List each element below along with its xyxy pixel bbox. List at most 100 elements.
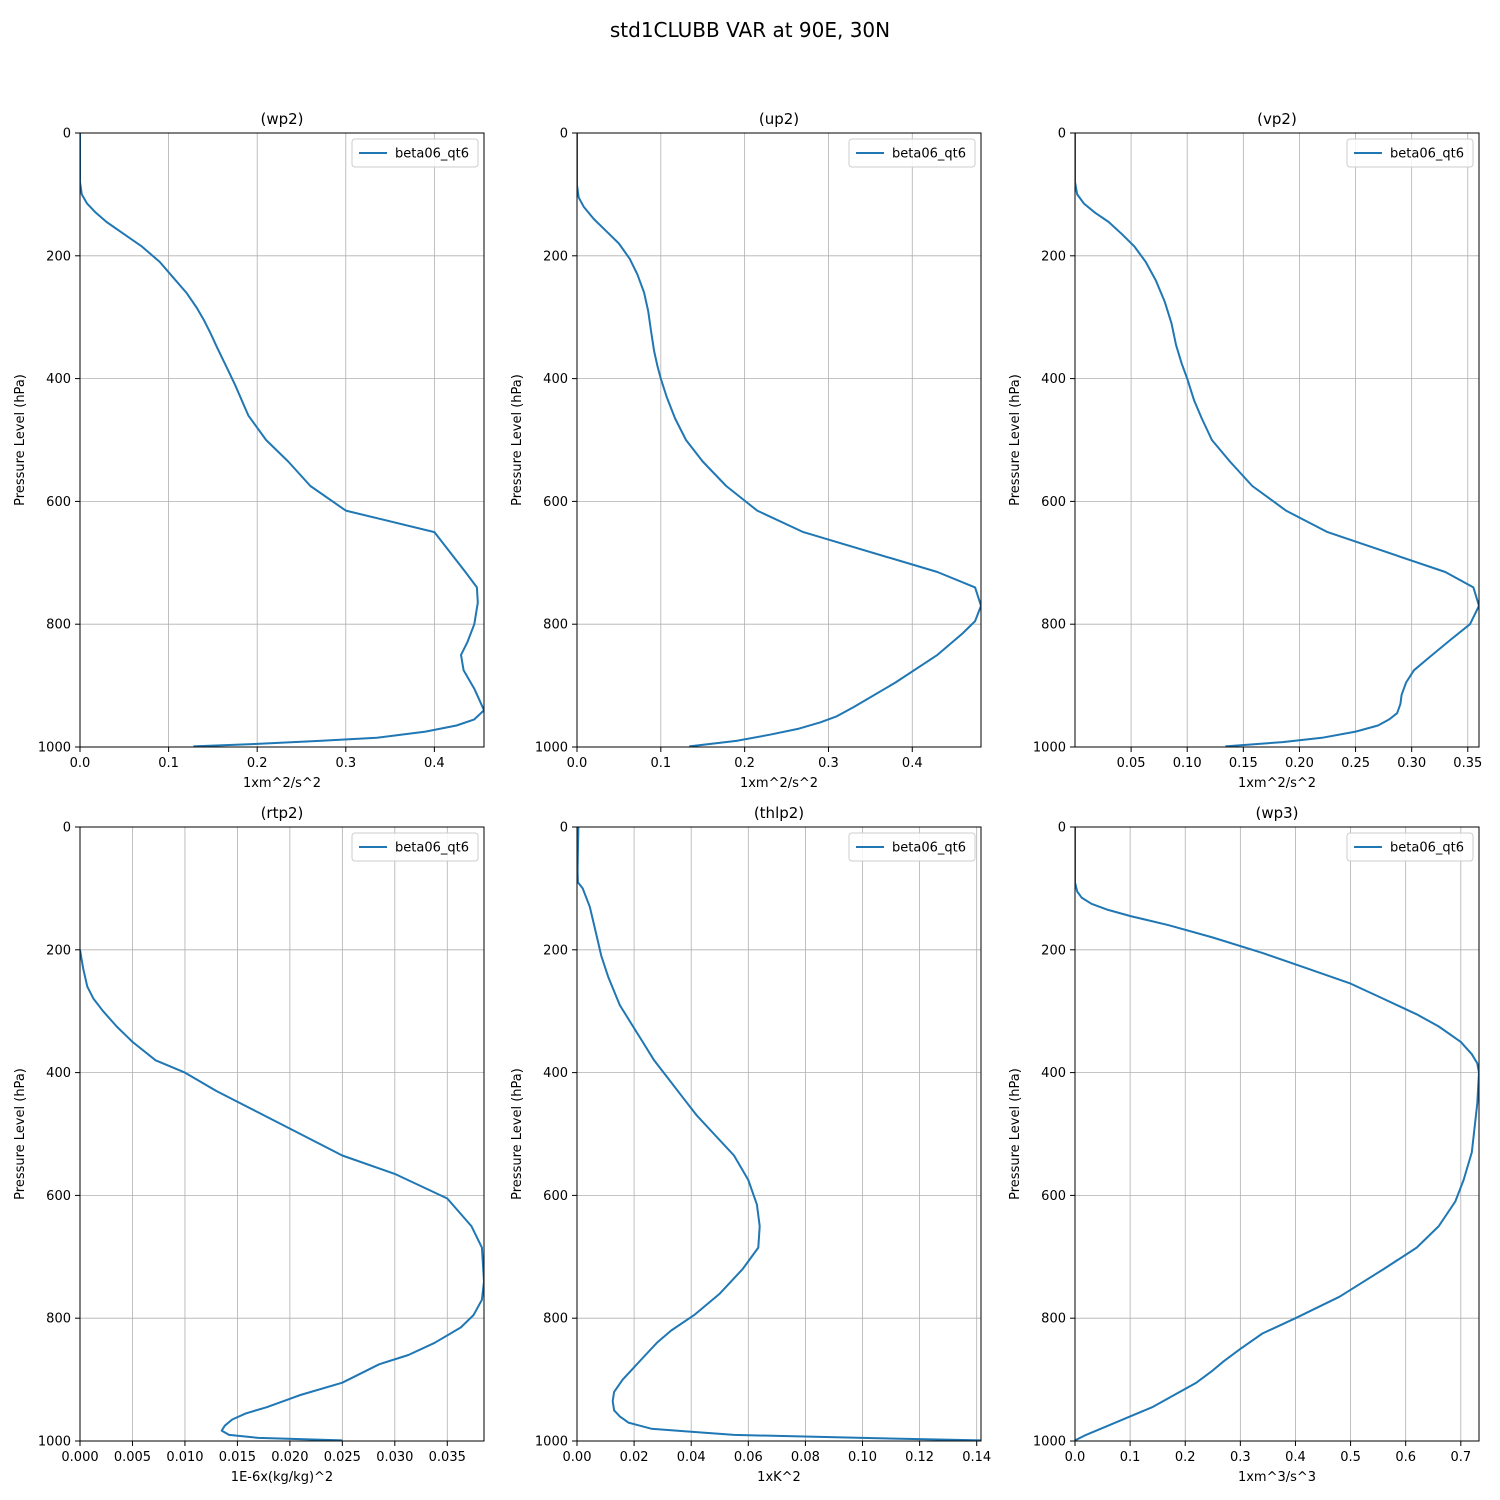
chart-4-title: (rtp2): [261, 804, 304, 822]
chart-2-xtick-label-1: 0.1: [650, 756, 671, 771]
chart-4-ytick-label-4: 800: [46, 1312, 71, 1327]
chart-3-frame: [1074, 132, 1480, 748]
chart-3-ytick-label-5: 1000: [1033, 741, 1066, 756]
chart-5-series-line-0: [577, 827, 981, 1441]
chart-5-panel: 0.00 0.02 0.04 0.06 0.08 0.10 0.12 0.14 0 200 400 6…: [510, 804, 991, 1485]
chart-3-ytick-label-1: 200: [1041, 249, 1066, 264]
chart-5-xtick-label-5: 0.10: [848, 1450, 877, 1465]
chart-6-ytick-label-2: 400: [1041, 1066, 1066, 1081]
chart-3-legend-label: beta06_qt6: [1390, 147, 1464, 162]
chart-6-xtick-label-3: 0.3: [1230, 1450, 1251, 1465]
chart-3-ytick-label-4: 800: [1041, 618, 1066, 633]
chart-1-xtick-label-1: 0.1: [158, 756, 179, 771]
chart-6-panel: 0.0 0.1 0.2 0.3 0.4 0.5 0.6 0.7 0 200 400 600 800 100…: [1008, 804, 1480, 1485]
chart-2-ytick-label-2: 400: [543, 372, 568, 387]
chart-1-series-line-0: [80, 133, 484, 747]
chart-4-xtick-label-2: 0.010: [166, 1450, 203, 1465]
chart-4-frame: [79, 826, 485, 1442]
chart-4-ytick-label-2: 400: [46, 1066, 71, 1081]
chart-6-legend-label: beta06_qt6: [1390, 841, 1464, 856]
chart-4-xtick-label-0: 0.000: [61, 1450, 98, 1465]
chart-2-frame: [576, 132, 982, 748]
chart-5-frame: [576, 826, 982, 1442]
chart-5-ytick-label-0: 0: [560, 821, 568, 836]
chart-3-xtick-label-2: 0.15: [1229, 756, 1258, 771]
chart-2-series-line-0: [577, 133, 981, 747]
chart-1-ytick-label-1: 200: [46, 249, 71, 264]
chart-5-xtick-label-6: 0.12: [905, 1450, 934, 1465]
chart-4-xtick-label-6: 0.030: [376, 1450, 413, 1465]
chart-5-legend-label: beta06_qt6: [892, 841, 966, 856]
chart-2-ytick-label-0: 0: [560, 127, 568, 142]
chart-6-legend: [1346, 832, 1474, 862]
chart-4-ytick-label-0: 0: [63, 821, 71, 836]
chart-4-xtick-label-4: 0.020: [271, 1450, 308, 1465]
chart-5-xtick-label-0: 0.00: [563, 1450, 592, 1465]
chart-2-ytick-label-5: 1000: [535, 741, 568, 756]
chart-1-ytick-label-3: 600: [46, 495, 71, 510]
chart-1-xlabel: 1xm^2/s^2: [243, 776, 321, 791]
chart-2-xtick-label-2: 0.2: [734, 756, 755, 771]
chart-2-ytick-label-4: 800: [543, 618, 568, 633]
chart-6-ytick-label-1: 200: [1041, 943, 1066, 958]
chart-3-xtick-label-4: 0.25: [1341, 756, 1370, 771]
chart-5-xlabel: 1xK^2: [757, 1470, 801, 1485]
chart-5-title: (thlp2): [754, 804, 804, 822]
chart-4-xlabel: 1E-6x(kg/kg)^2: [231, 1470, 333, 1485]
chart-6-ylabel: Pressure Level (hPa): [1008, 1068, 1023, 1200]
chart-3-ytick-label-2: 400: [1041, 372, 1066, 387]
chart-3-xtick-label-6: 0.35: [1453, 756, 1482, 771]
chart-4-ylabel: Pressure Level (hPa): [13, 1068, 28, 1200]
chart-6-xtick-label-7: 0.7: [1450, 1450, 1471, 1465]
chart-5-xtick-label-2: 0.04: [677, 1450, 706, 1465]
chart-5-xtick-label-1: 0.02: [620, 1450, 649, 1465]
chart-2-xtick-label-3: 0.3: [818, 756, 839, 771]
chart-2-ylabel: Pressure Level (hPa): [510, 374, 525, 506]
chart-1-ytick-label-2: 400: [46, 372, 71, 387]
chart-5-xtick-label-7: 0.14: [962, 1450, 991, 1465]
chart-1-ytick-label-5: 1000: [38, 741, 71, 756]
chart-1-xtick-label-2: 0.2: [247, 756, 268, 771]
chart-5-ytick-label-4: 800: [543, 1312, 568, 1327]
chart-6-xtick-label-2: 0.2: [1175, 1450, 1196, 1465]
chart-6-xtick-label-6: 0.6: [1395, 1450, 1416, 1465]
chart-4-xtick-label-5: 0.025: [324, 1450, 361, 1465]
chart-5-xtick-label-4: 0.08: [791, 1450, 820, 1465]
chart-6-ytick-label-5: 1000: [1033, 1435, 1066, 1450]
chart-6-frame: [1074, 826, 1480, 1442]
chart-5-legend: [848, 832, 976, 862]
chart-3-xtick-label-1: 0.10: [1173, 756, 1202, 771]
chart-6-title: (wp3): [1255, 804, 1298, 822]
chart-1-ytick-label-0: 0: [63, 127, 71, 142]
chart-1-panel: 0.0 0.1 0.2 0.3 0.4 0 200 400 600 800 1000 (wp2) 1xm…: [13, 110, 485, 791]
chart-4-xtick-label-7: 0.035: [429, 1450, 466, 1465]
chart-1-ytick-label-4: 800: [46, 618, 71, 633]
chart-6-xtick-label-5: 0.5: [1340, 1450, 1361, 1465]
chart-2-panel: 0.0 0.1 0.2 0.3 0.4 0 200 400 600 800 1000 (up2) 1xm…: [510, 110, 982, 791]
chart-2-xtick-label-0: 0.0: [567, 756, 588, 771]
chart-6-xtick-label-0: 0.0: [1065, 1450, 1086, 1465]
chart-4-ytick-label-1: 200: [46, 943, 71, 958]
chart-4-ytick-label-3: 600: [46, 1189, 71, 1204]
chart-6-xlabel: 1xm^3/s^3: [1238, 1470, 1316, 1485]
chart-2-legend-label: beta06_qt6: [892, 147, 966, 162]
chart-4-panel: 0.000 0.005 0.010 0.015 0.020 0.025 0.030 0.035…: [13, 804, 485, 1485]
chart-1-title: (wp2): [260, 110, 303, 128]
chart-4-legend-label: beta06_qt6: [395, 841, 469, 856]
chart-2-xtick-label-4: 0.4: [902, 756, 923, 771]
chart-1-legend: [351, 138, 479, 168]
figure-title: std1CLUBB VAR at 90E, 30N: [610, 18, 890, 42]
chart-3-series-line-0: [1075, 133, 1479, 747]
chart-3-ytick-label-0: 0: [1058, 127, 1066, 142]
chart-6-xtick-label-1: 0.1: [1120, 1450, 1141, 1465]
chart-1-xtick-label-3: 0.3: [335, 756, 356, 771]
chart-5-ytick-label-1: 200: [543, 943, 568, 958]
chart-5-ytick-label-5: 1000: [535, 1435, 568, 1450]
chart-4-series-line-0: [80, 949, 484, 1441]
chart-3-title: (vp2): [1257, 110, 1297, 128]
chart-2-xlabel: 1xm^2/s^2: [740, 776, 818, 791]
chart-1-legend-label: beta06_qt6: [395, 147, 469, 162]
chart-5-ytick-label-2: 400: [543, 1066, 568, 1081]
chart-6-ytick-label-3: 600: [1041, 1189, 1066, 1204]
chart-3-xlabel: 1xm^2/s^2: [1238, 776, 1316, 791]
